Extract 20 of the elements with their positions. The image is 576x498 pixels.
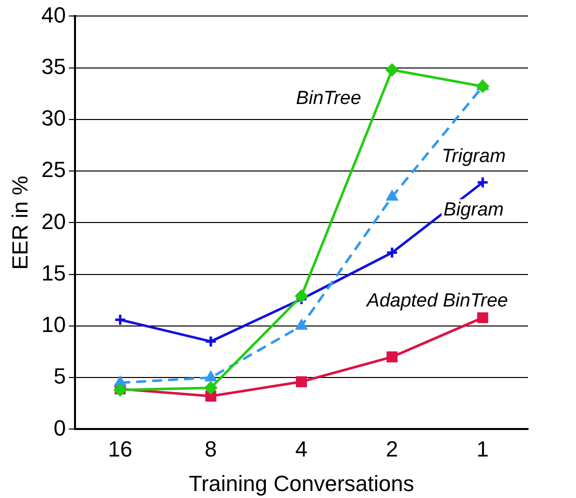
y-tick-label: 20 bbox=[41, 208, 66, 234]
series-label: BinTree bbox=[296, 88, 362, 110]
x-tick-label: 2 bbox=[386, 436, 398, 462]
y-tick-label: 0 bbox=[54, 415, 66, 440]
series-label: Trigram bbox=[442, 146, 506, 167]
x-tick-label: 1 bbox=[476, 436, 489, 462]
y-tick-label: 10 bbox=[41, 312, 66, 338]
series-label: Bigram bbox=[444, 200, 504, 221]
x-tick-label: 8 bbox=[204, 436, 217, 462]
y-tick-label: 5 bbox=[54, 364, 66, 389]
y-axis-title: EER in % bbox=[7, 176, 32, 270]
y-tick-label: 40 bbox=[41, 2, 66, 28]
x-tick-label: 16 bbox=[108, 436, 132, 462]
y-tick-label: 15 bbox=[41, 260, 66, 286]
series-label: Adapted BinTree bbox=[366, 290, 508, 312]
x-axis-title: Training Conversations bbox=[188, 470, 414, 496]
y-tick-label: 25 bbox=[41, 157, 66, 182]
y-tick-label: 30 bbox=[41, 106, 66, 131]
x-tick-label: 4 bbox=[295, 436, 308, 462]
y-tick-label: 35 bbox=[41, 54, 66, 79]
